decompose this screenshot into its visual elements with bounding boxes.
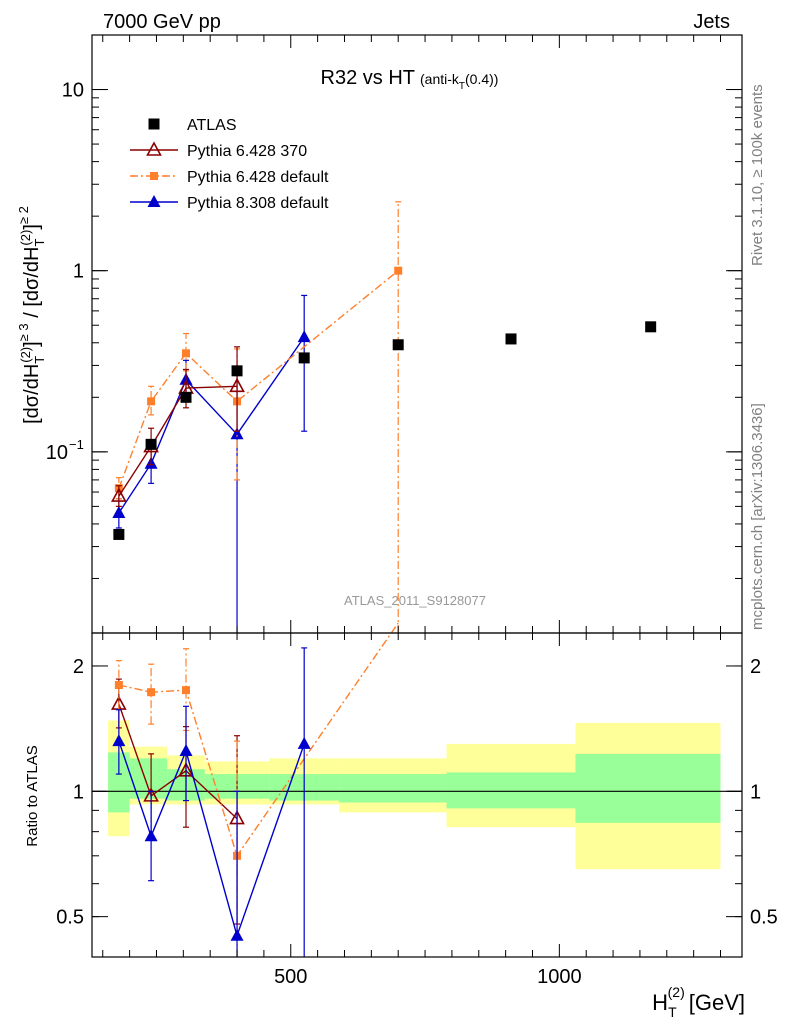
series-main-pythia-8-308-default xyxy=(112,294,311,633)
data-point xyxy=(182,686,191,695)
header-left: 7000 GeV pp xyxy=(103,11,221,33)
x-tick-label: 1000 xyxy=(537,966,582,988)
y-tick-label-right: 2 xyxy=(750,656,761,678)
series-line xyxy=(118,270,399,489)
y-tick-label-exp: −1 xyxy=(69,437,84,452)
series-main-pythia-6-428-370 xyxy=(111,346,245,507)
data-point xyxy=(230,928,244,941)
data-point xyxy=(147,397,156,406)
side-label-bottom: mcplots.cern.ch [arXiv:1306.3436] xyxy=(749,403,766,630)
series-line xyxy=(118,385,238,497)
analysis-id: ATLAS_2011_S9128077 xyxy=(344,593,486,608)
uncertainty-band-inner xyxy=(339,774,447,803)
data-point xyxy=(113,528,125,540)
legend-item: Pythia 6.428 370 xyxy=(130,141,307,160)
data-point xyxy=(297,330,311,343)
data-point xyxy=(180,391,192,403)
uncertainty-band-inner xyxy=(108,752,130,813)
series-main-pythia-6-428-default xyxy=(114,201,403,633)
legend-label: Pythia 8.308 default xyxy=(187,195,329,212)
y-tick-label-right: 1 xyxy=(750,781,761,803)
x-tick-label: 500 xyxy=(274,966,307,988)
side-label-top: Rivet 3.1.10, ≥ 100k events xyxy=(749,84,766,266)
uncertainty-band-inner xyxy=(446,772,576,809)
ratio-y-label: Ratio to ATLAS xyxy=(24,745,41,846)
legend: ATLAS Pythia 6.428 370 Pythia 6.428 defaul… xyxy=(130,117,329,212)
legend-marker xyxy=(150,172,158,180)
data-point xyxy=(394,266,403,275)
series-line xyxy=(118,336,305,514)
data-point xyxy=(231,365,243,377)
legend-marker xyxy=(146,141,162,156)
chart-title: R32 vs HT xyxy=(321,67,415,89)
y-tick-label: 1 xyxy=(73,781,84,803)
data-point xyxy=(112,734,126,747)
legend-marker xyxy=(148,118,160,130)
header-right: Jets xyxy=(693,11,730,33)
data-point xyxy=(229,377,245,393)
legend-label: Pythia 6.428 370 xyxy=(187,143,307,160)
data-point xyxy=(230,427,244,440)
y-tick-label: 1 xyxy=(73,261,84,283)
data-point xyxy=(111,487,127,502)
series-ratio-pythia-8-308-default xyxy=(112,647,311,957)
data-point xyxy=(182,349,191,358)
legend-item: Pythia 6.428 default xyxy=(130,169,329,186)
y-tick-label: 10 xyxy=(62,80,84,102)
legend-label: ATLAS xyxy=(187,117,237,134)
ratio-frame xyxy=(91,632,743,958)
data-point xyxy=(179,743,193,756)
y-tick-label-right: 0.5 xyxy=(750,907,778,929)
y-tick-label: 2 xyxy=(73,656,84,678)
data-point xyxy=(147,688,156,697)
data-point xyxy=(645,321,657,333)
ratio-panel: 0.5 0.5 1 1 2 2 500 1000 xyxy=(56,622,778,988)
data-point xyxy=(298,352,310,364)
data-point xyxy=(112,505,126,518)
data-point xyxy=(144,829,158,842)
data-point xyxy=(505,333,517,345)
legend-label: Pythia 6.428 default xyxy=(187,169,329,186)
legend-marker xyxy=(147,195,161,207)
y-axis-label: [dσ/dHT(2)]≥ 3 / [dσ/dHT(2)]≥ 2 xyxy=(16,206,47,424)
series-line xyxy=(118,622,399,858)
chart-title-sub: (anti-kT(0.4)) xyxy=(420,71,498,92)
y-tick-label: 0.5 xyxy=(56,907,84,929)
legend-item: Pythia 8.308 default xyxy=(130,195,329,212)
series-line xyxy=(118,703,238,820)
x-axis-label: HT(2) [GeV] xyxy=(652,984,745,1020)
uncertainty-band-inner xyxy=(575,753,721,823)
legend-item: ATLAS xyxy=(148,117,237,134)
y-tick-label: 10 xyxy=(46,442,68,464)
data-point xyxy=(145,438,157,450)
series-main-atlas xyxy=(113,321,657,540)
data-point xyxy=(392,339,404,351)
data-point xyxy=(297,736,311,749)
data-point xyxy=(114,681,123,690)
